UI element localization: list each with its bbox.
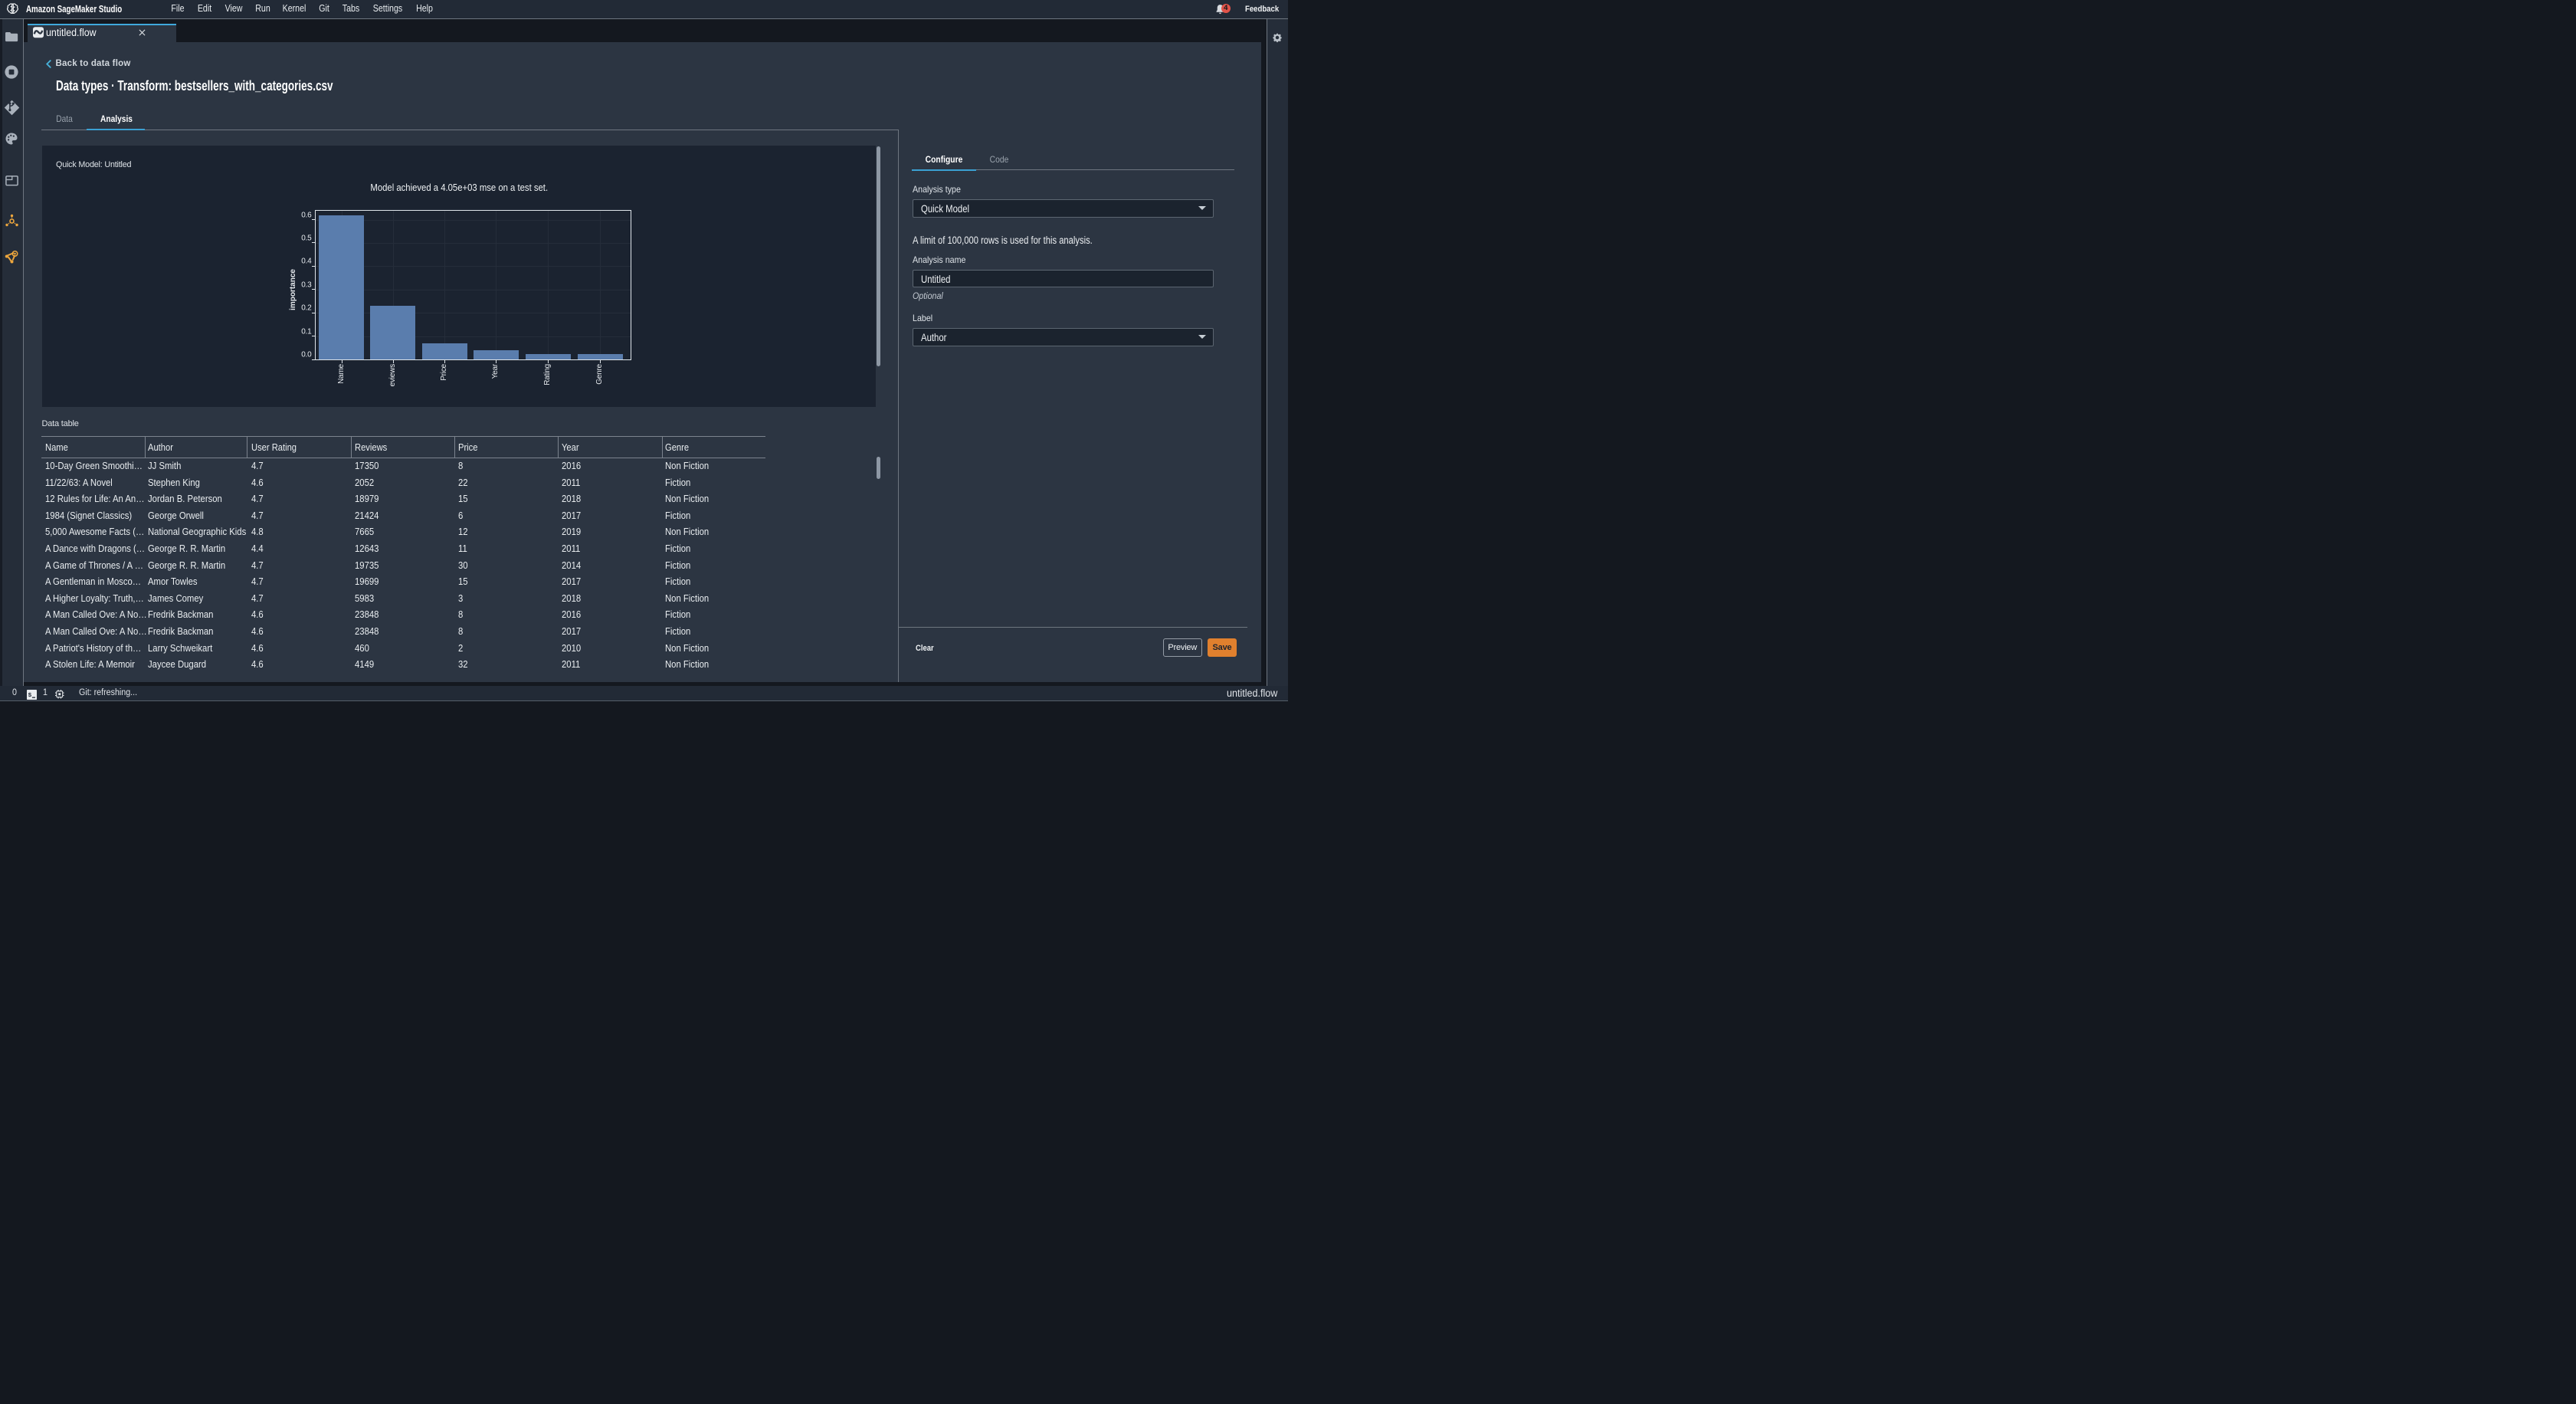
- svg-text:$: $: [28, 692, 32, 698]
